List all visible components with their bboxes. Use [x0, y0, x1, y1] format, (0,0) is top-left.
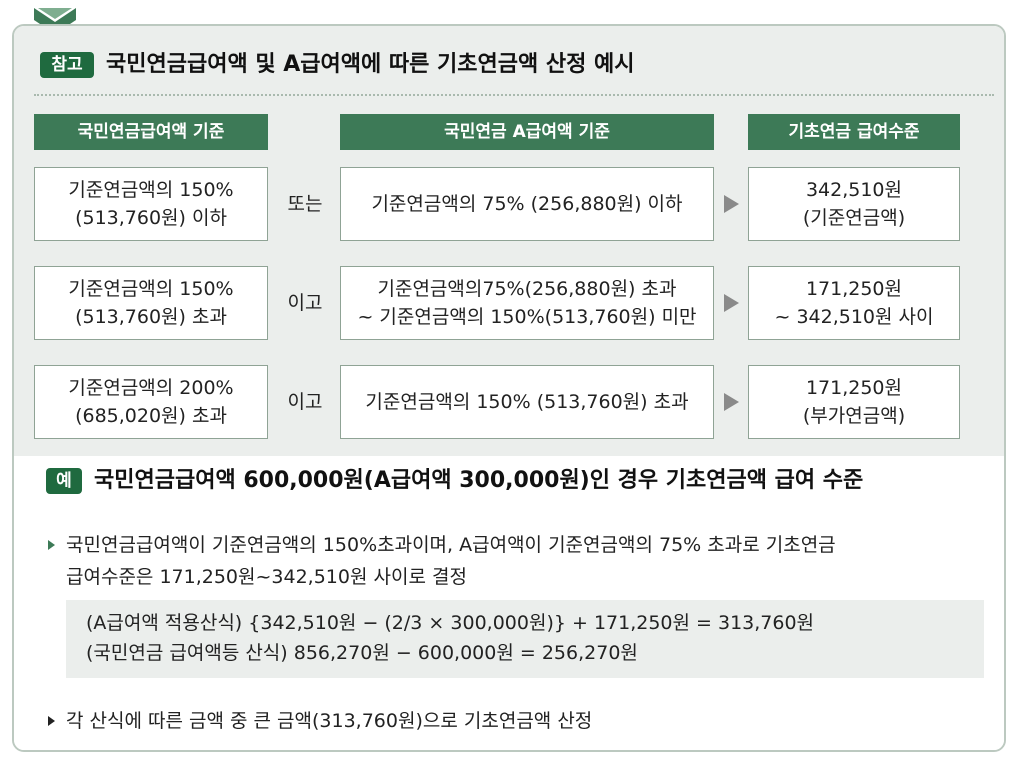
row2-arrow-icon: [724, 294, 739, 312]
row3-col1-line1: 기준연금액의 200%: [68, 377, 234, 399]
row3-arrow-icon: [724, 393, 739, 411]
calculation-box: (A급여액 적용산식) {342,510원 − (2/3 × 300,000원)…: [66, 600, 984, 678]
calc-pension-formula: (국민연금 급여액등 산식) 856,270원 − 600,000원 = 256…: [86, 642, 638, 664]
row1-basic-pension-cell: 342,510원 (기준연금액): [748, 167, 960, 241]
reference-section: 참고 국민연금급여액 및 A급여액에 따른 기초연금액 산정 예시 국민연금급여…: [14, 26, 1004, 456]
row2-a-benefit-cell: 기준연금액의75%(256,880원) 초과 ~ 기준연금액의 150%(513,…: [340, 266, 714, 340]
row1-col1-line2: (513,760원) 이하: [75, 207, 227, 229]
row3-basic-pension-cell: 171,250원 (부가연금액): [748, 365, 960, 439]
row2-col3-line2: ~ 342,510원 사이: [774, 306, 934, 328]
reference-badge: 참고: [40, 52, 94, 78]
row1-a-benefit-cell: 기준연금액의 75% (256,880원) 이하: [340, 167, 714, 241]
row3-col1-line2: (685,020원) 초과: [75, 405, 227, 427]
row2-col1-line2: (513,760원) 초과: [75, 306, 227, 328]
row3-col3-line1: 171,250원: [805, 377, 903, 399]
example-explanation: 국민연금급여액이 기준연금액의 150%초과이며, A급여액이 기준연금액의 7…: [66, 529, 836, 593]
row2-connector: 이고: [287, 292, 323, 314]
row2-col2-line1: 기준연금액의75%(256,880원) 초과: [377, 278, 677, 300]
bullet-triangle-icon: [48, 540, 55, 550]
example-title: 국민연금급여액 600,000원(A급여액 300,000원)인 경우 기초연금…: [94, 468, 864, 493]
row1-col3-line2: (기준연금액): [802, 207, 906, 229]
example-conclusion: 각 산식에 따른 금액 중 큰 금액(313,760원)으로 기초연금액 산정: [66, 710, 593, 732]
example-badge: 예: [46, 468, 82, 494]
calc-a-benefit-formula: (A급여액 적용산식) {342,510원 − (2/3 × 300,000원)…: [86, 612, 815, 634]
column-header-basic-pension: 기초연금 급여수준: [748, 114, 960, 150]
row1-connector: 또는: [287, 193, 323, 215]
row1-col3-line1: 342,510원: [805, 179, 903, 201]
row2-col2-line2: ~ 기준연금액의 150%(513,760원) 미만: [357, 306, 697, 328]
row2-col1-line1: 기준연금액의 150%: [68, 278, 234, 300]
row1-arrow-icon: [724, 195, 739, 213]
row1-col2-line1: 기준연금액의 75% (256,880원) 이하: [371, 193, 683, 215]
row3-col3-line2: (부가연금액): [802, 405, 906, 427]
dotted-divider: [34, 94, 994, 96]
row2-national-pension-cell: 기준연금액의 150% (513,760원) 초과: [34, 266, 268, 340]
row1-national-pension-cell: 기준연금액의 150% (513,760원) 이하: [34, 167, 268, 241]
example-explanation-line1: 국민연금급여액이 기준연금액의 150%초과이며, A급여액이 기준연금액의 7…: [66, 534, 836, 556]
row2-col3-line1: 171,250원: [805, 278, 903, 300]
row1-col1-line1: 기준연금액의 150%: [68, 179, 234, 201]
row2-basic-pension-cell: 171,250원 ~ 342,510원 사이: [748, 266, 960, 340]
bullet-triangle-dark-icon: [48, 716, 55, 726]
example-explanation-line2: 급여수준은 171,250원~342,510원 사이로 결정: [66, 566, 467, 588]
row3-connector: 이고: [287, 391, 323, 413]
column-header-national-pension: 국민연금급여액 기준: [34, 114, 268, 150]
row3-col2-line1: 기준연금액의 150% (513,760원) 초과: [365, 391, 689, 413]
reference-title: 국민연금급여액 및 A급여액에 따른 기초연금액 산정 예시: [106, 52, 635, 77]
reference-panel: 참고 국민연금급여액 및 A급여액에 따른 기초연금액 산정 예시 국민연금급여…: [12, 24, 1006, 752]
column-header-a-benefit: 국민연금 A급여액 기준: [340, 114, 714, 150]
row3-national-pension-cell: 기준연금액의 200% (685,020원) 초과: [34, 365, 268, 439]
row3-a-benefit-cell: 기준연금액의 150% (513,760원) 초과: [340, 365, 714, 439]
